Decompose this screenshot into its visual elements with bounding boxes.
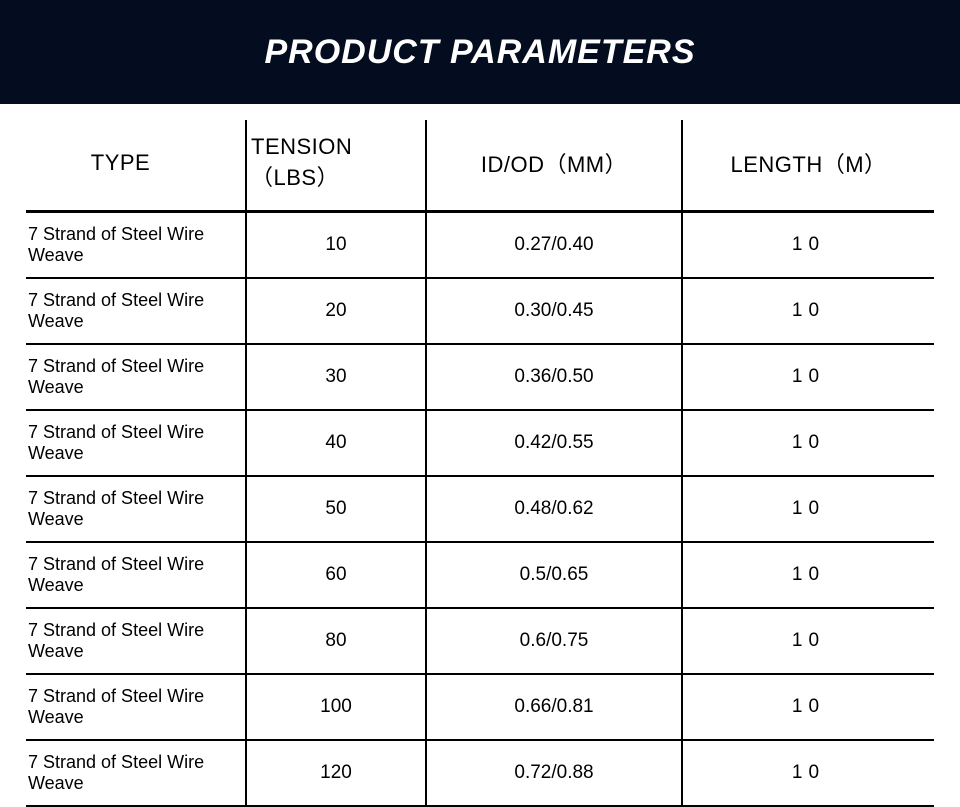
cell-type: 7 Strand of Steel Wire Weave: [26, 542, 246, 608]
cell-tension: 30: [246, 344, 426, 410]
table-row: 7 Strand of Steel Wire Weave 20 0.30/0.4…: [26, 278, 934, 344]
cell-length: 10: [682, 740, 934, 806]
cell-idod: 0.27/0.40: [426, 212, 682, 279]
table-row: 7 Strand of Steel Wire Weave 120 0.72/0.…: [26, 740, 934, 806]
table-region: TYPE TENSION（LBS） ID/OD（MM） LENGTH（M） 7 …: [0, 104, 960, 807]
cell-type: 7 Strand of Steel Wire Weave: [26, 212, 246, 279]
cell-idod: 0.5/0.65: [426, 542, 682, 608]
table-row: 7 Strand of Steel Wire Weave 80 0.6/0.75…: [26, 608, 934, 674]
cell-type: 7 Strand of Steel Wire Weave: [26, 608, 246, 674]
cell-type: 7 Strand of Steel Wire Weave: [26, 740, 246, 806]
cell-idod: 0.6/0.75: [426, 608, 682, 674]
table-head: TYPE TENSION（LBS） ID/OD（MM） LENGTH（M）: [26, 120, 934, 212]
parameters-table: TYPE TENSION（LBS） ID/OD（MM） LENGTH（M） 7 …: [26, 120, 934, 807]
cell-idod: 0.30/0.45: [426, 278, 682, 344]
col-header-type: TYPE: [26, 120, 246, 212]
cell-length: 10: [682, 674, 934, 740]
cell-length: 10: [682, 542, 934, 608]
cell-length: 10: [682, 608, 934, 674]
cell-length: 10: [682, 410, 934, 476]
cell-length: 10: [682, 212, 934, 279]
header-bar: PRODUCT PARAMETERS: [0, 0, 960, 104]
cell-type: 7 Strand of Steel Wire Weave: [26, 344, 246, 410]
cell-tension: 10: [246, 212, 426, 279]
table-row: 7 Strand of Steel Wire Weave 40 0.42/0.5…: [26, 410, 934, 476]
table-row: 7 Strand of Steel Wire Weave 30 0.36/0.5…: [26, 344, 934, 410]
cell-type: 7 Strand of Steel Wire Weave: [26, 278, 246, 344]
cell-idod: 0.42/0.55: [426, 410, 682, 476]
cell-tension: 100: [246, 674, 426, 740]
cell-length: 10: [682, 476, 934, 542]
cell-type: 7 Strand of Steel Wire Weave: [26, 476, 246, 542]
cell-type: 7 Strand of Steel Wire Weave: [26, 410, 246, 476]
table-row: 7 Strand of Steel Wire Weave 100 0.66/0.…: [26, 674, 934, 740]
cell-length: 10: [682, 278, 934, 344]
table-row: 7 Strand of Steel Wire Weave 60 0.5/0.65…: [26, 542, 934, 608]
cell-tension: 50: [246, 476, 426, 542]
cell-tension: 40: [246, 410, 426, 476]
col-header-idod: ID/OD（MM）: [426, 120, 682, 212]
col-header-length: LENGTH（M）: [682, 120, 934, 212]
cell-tension: 120: [246, 740, 426, 806]
col-header-tension: TENSION（LBS）: [246, 120, 426, 212]
table-row: 7 Strand of Steel Wire Weave 50 0.48/0.6…: [26, 476, 934, 542]
cell-type: 7 Strand of Steel Wire Weave: [26, 674, 246, 740]
cell-idod: 0.66/0.81: [426, 674, 682, 740]
cell-idod: 0.72/0.88: [426, 740, 682, 806]
cell-tension: 60: [246, 542, 426, 608]
cell-length: 10: [682, 344, 934, 410]
cell-tension: 20: [246, 278, 426, 344]
page-title: PRODUCT PARAMETERS: [264, 33, 695, 72]
cell-idod: 0.48/0.62: [426, 476, 682, 542]
table-body: 7 Strand of Steel Wire Weave 10 0.27/0.4…: [26, 212, 934, 807]
cell-tension: 80: [246, 608, 426, 674]
table-row: 7 Strand of Steel Wire Weave 10 0.27/0.4…: [26, 212, 934, 279]
cell-idod: 0.36/0.50: [426, 344, 682, 410]
